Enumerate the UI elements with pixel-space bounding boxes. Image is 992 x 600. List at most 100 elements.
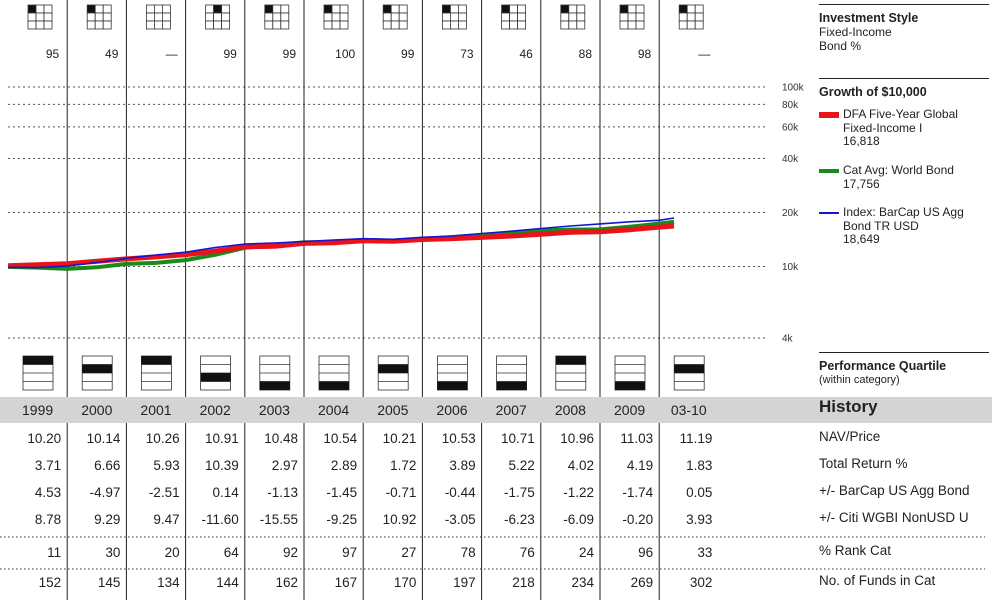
style-box-cell (517, 20, 526, 30)
style-box-cell (272, 20, 282, 30)
style-box-cell (619, 12, 629, 22)
year-label: 1999 (22, 402, 53, 418)
table-cell: 10.53 (442, 431, 476, 446)
quartile-fill (319, 381, 349, 390)
style-box-cell (686, 12, 696, 22)
style-box-cell (221, 20, 231, 30)
table-cell: 152 (39, 575, 62, 590)
legend-index-line1: Index: BarCap US Agg (843, 205, 964, 219)
history-table: 1999 2000 2001 2002 2003 2004 2005 2006 2007 2008… (0, 397, 992, 590)
growth-legend: Growth of $10,000 DFA Five-Year Global F… (819, 78, 989, 246)
table-cell: 170 (394, 575, 417, 590)
table-cell: -3.05 (445, 512, 476, 527)
table-cell: -11.60 (202, 512, 239, 527)
y-tick-label: 40k (782, 154, 799, 165)
year-label: 2002 (200, 402, 231, 418)
table-cell: 9.29 (94, 512, 120, 527)
style-box-cell (161, 4, 171, 14)
table-cell: 78 (461, 545, 476, 560)
style-box-cell (619, 20, 629, 30)
style-box-cell (560, 20, 570, 30)
style-box-cell (323, 20, 333, 30)
investment-style-header: Investment Style Fixed-Income Bond % (819, 4, 989, 53)
style-box-cell (635, 20, 645, 30)
style-box-cell (280, 4, 290, 14)
year-label: 03-10 (671, 402, 707, 418)
style-box-cell (449, 12, 459, 22)
table-cell: 134 (157, 575, 180, 590)
style-box-cell (102, 12, 112, 22)
style-box-cell (686, 20, 696, 30)
year-label: 2003 (259, 402, 290, 418)
row-label: NAV/Price (819, 429, 881, 444)
investment-style-sub1: Fixed-Income (819, 25, 892, 39)
table-cell: 96 (638, 545, 653, 560)
style-box-cell (390, 12, 400, 22)
style-box-cell (678, 4, 688, 14)
style-box-cell (509, 20, 519, 30)
style-box-cell (323, 4, 333, 14)
quartile-header: Performance Quartile (within category) (819, 352, 989, 386)
year-label: 2005 (377, 402, 408, 418)
style-box-cell (205, 12, 215, 22)
legend-item-fund: DFA Five-Year Global Fixed-Income I 16,8… (819, 107, 989, 149)
growth-lines (7, 217, 675, 271)
year-label: 2007 (496, 402, 527, 418)
style-box-cell (627, 4, 637, 14)
table-cell: -2.51 (149, 485, 180, 500)
style-box-cell (145, 4, 155, 14)
table-cell: -6.09 (563, 512, 594, 527)
quartile-fill (615, 381, 645, 390)
y-axis-tick-labels: 100k 80k 60k 40k 20k 10k 4k (782, 83, 805, 345)
style-box-cell (102, 20, 112, 30)
legend-index-line2: Bond TR USD (843, 218, 919, 233)
style-box-cell (86, 12, 96, 22)
style-box-cell (576, 4, 586, 14)
table-cell: 9.47 (153, 512, 179, 527)
style-box-cell (161, 20, 171, 30)
style-box-cell (635, 12, 645, 22)
table-cell: 197 (453, 575, 476, 590)
style-box-cell (390, 4, 400, 14)
table-cell: -0.20 (622, 512, 653, 527)
style-box-cell (560, 4, 570, 14)
quartile-fill (23, 356, 53, 365)
bond-pct-value: 100 (335, 47, 355, 61)
table-cell: 10.92 (383, 512, 417, 527)
bond-pct-value: — (166, 47, 178, 61)
quartile-title: Performance Quartile (819, 359, 947, 373)
style-box-cell (694, 12, 704, 22)
style-box-cell (94, 20, 104, 30)
style-box-cell (264, 20, 274, 30)
style-box-cell (560, 12, 570, 22)
quartile-fill (496, 381, 527, 390)
style-box-cell (509, 12, 519, 22)
style-box-cell (398, 12, 408, 22)
style-box-cell (390, 20, 400, 30)
growth-title: Growth of $10,000 (819, 85, 927, 99)
year-label: 2004 (318, 402, 349, 418)
style-box-cell (686, 4, 696, 14)
y-tick-label: 10k (782, 262, 799, 273)
table-cell: -4.97 (90, 485, 121, 500)
investment-style-row: 95 49 — 99 99 100 99 73 46 88 98 — (27, 4, 710, 61)
style-box-cell (694, 20, 704, 30)
year-label: 2008 (555, 402, 586, 418)
table-cell: 64 (224, 545, 240, 560)
table-cell: -1.13 (267, 485, 298, 500)
style-box-cell (205, 20, 215, 30)
style-box-cell (694, 4, 704, 14)
style-box-cell (153, 12, 163, 22)
style-box-cell (272, 4, 282, 14)
legend-swatch-category (819, 169, 839, 173)
legend-index-value: 18,649 (843, 232, 880, 246)
table-cell: 10.26 (146, 431, 180, 446)
style-box-cell (509, 4, 519, 14)
legend-swatch-fund (819, 112, 839, 118)
investment-style-sub2: Bond % (819, 38, 862, 53)
table-cell: 11 (47, 545, 61, 560)
table-cell: 11.19 (680, 431, 713, 446)
table-cell: 92 (283, 545, 298, 560)
style-box-cell (27, 12, 37, 22)
style-box-cell (568, 4, 578, 14)
